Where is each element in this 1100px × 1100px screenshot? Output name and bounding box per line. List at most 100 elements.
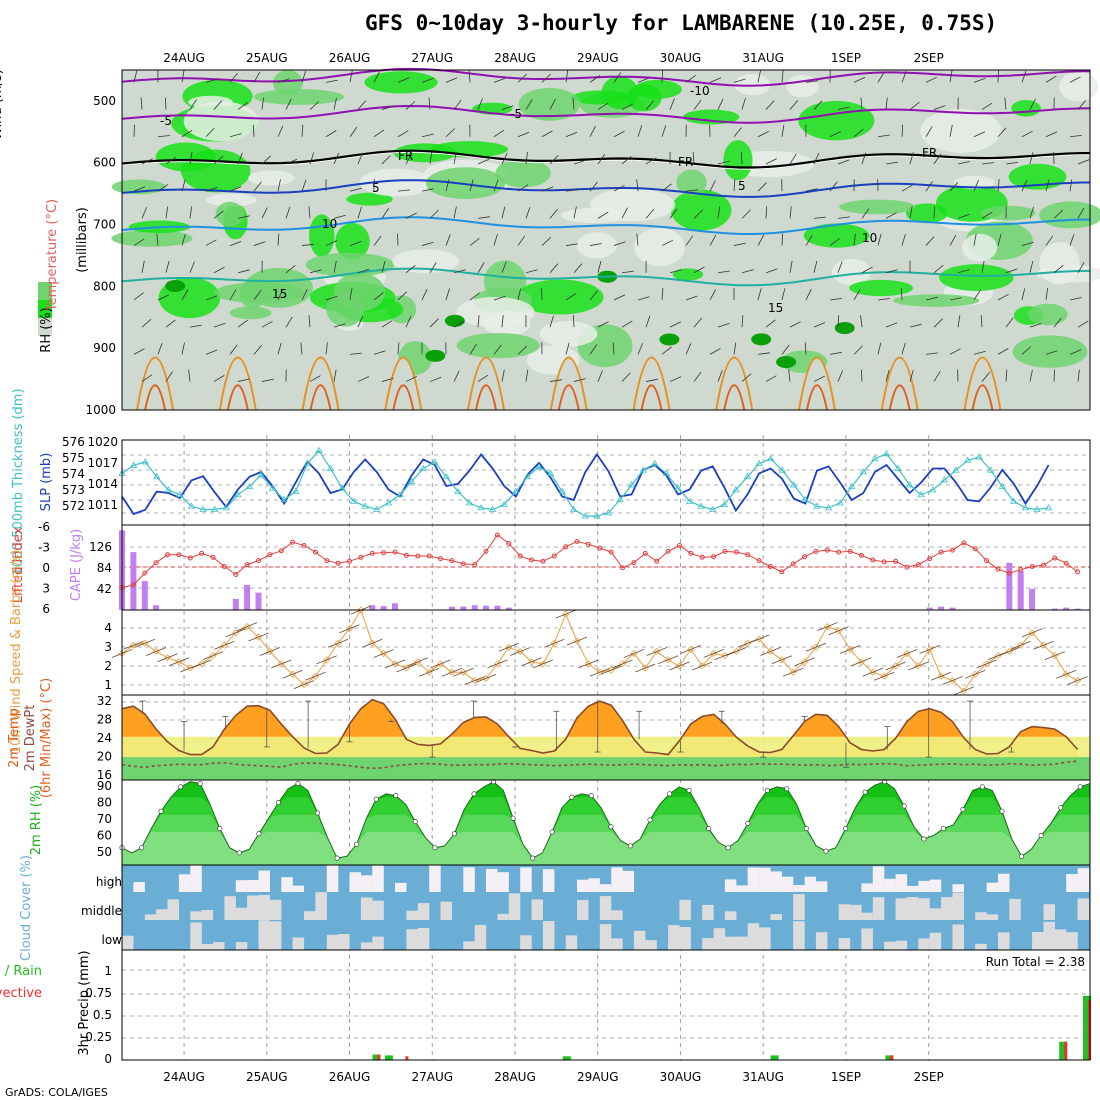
x-label-top: 28AUG (494, 51, 536, 65)
precip-convective-bar (405, 1056, 409, 1060)
wind-barb (765, 375, 777, 382)
wind-barb (925, 180, 934, 192)
wind-barb (397, 291, 408, 301)
thickness-point (824, 504, 833, 511)
cape-bar (392, 603, 398, 611)
rh-contour-blob (849, 279, 913, 297)
wind-barb (957, 315, 961, 328)
lifted-index-point (369, 550, 375, 556)
lifted-index-point (1029, 564, 1035, 569)
wind-barb (349, 126, 358, 137)
cloud-cover-bar (497, 913, 509, 920)
wind-barb (565, 189, 578, 192)
wind-barb (325, 342, 328, 355)
wind-barb (541, 73, 551, 83)
cloud-cover-bar (156, 909, 168, 920)
wind-barb (973, 350, 986, 355)
rh-point (549, 829, 555, 835)
cloud-cover-bar (520, 867, 532, 892)
lifted-index-point (517, 553, 523, 559)
isotherm-label: -5 (510, 107, 522, 121)
cloud-cover-bar (952, 924, 964, 950)
thickness-point (187, 502, 196, 509)
run-total-label: Run Total = 2.38 (986, 955, 1085, 969)
wind-barb (205, 78, 218, 83)
cape-bar (1051, 608, 1058, 610)
wind-barb (532, 659, 554, 669)
wind-barb (781, 344, 790, 355)
wind-barb (573, 315, 575, 328)
cape-bar (483, 605, 489, 610)
lifted-index-point (972, 546, 978, 552)
wind-barb (645, 208, 655, 219)
lifted-index-point (244, 562, 250, 568)
wind-barb (885, 322, 898, 328)
cloud-cover-bar (1066, 874, 1078, 892)
rh-point (784, 786, 790, 792)
lifted-index-point (858, 552, 864, 558)
wind-barb (997, 127, 1007, 138)
wind-barb (493, 129, 505, 138)
thickness-point (164, 486, 173, 493)
wind-barb (613, 72, 622, 83)
wind-barb (661, 287, 664, 300)
thickness-point (952, 466, 960, 473)
wind-barb (901, 233, 906, 246)
isotherm-line (121, 67, 1091, 87)
thickness-point (570, 505, 578, 512)
wind-barb (421, 78, 434, 83)
wind-barb (405, 153, 413, 165)
wind-barb (1069, 234, 1075, 246)
wind-barb (181, 70, 185, 83)
wind-barb (765, 158, 777, 165)
wind-barb (1069, 349, 1082, 355)
wind-barb (645, 100, 655, 110)
thickness-point (199, 505, 207, 512)
lifted-index-point (540, 558, 546, 564)
wind-barb (141, 260, 145, 273)
wind-barb (680, 645, 701, 654)
wind-barb (181, 233, 186, 246)
wind-barb (282, 669, 303, 679)
wind-barb (397, 77, 410, 83)
thickness-point (488, 505, 497, 512)
isotherm-line (549, 356, 588, 411)
cloud-cover-bar (144, 914, 157, 920)
rh-area-band (122, 832, 1090, 865)
cloud-cover-bar (463, 941, 475, 950)
cloud-cover-bar (793, 885, 805, 892)
cloud-cover-bar (520, 935, 532, 950)
dewpoint-line (121, 760, 1078, 770)
rh-legend-label: RH (%) (39, 307, 54, 352)
rh-point (960, 806, 966, 812)
thickness-point (292, 487, 300, 494)
wind-barb (301, 70, 307, 83)
x-label-top: 26AUG (329, 51, 371, 65)
wind-barb (477, 374, 489, 382)
wind-barb (726, 647, 747, 656)
wind-barb (597, 370, 603, 382)
wind-barb (909, 206, 913, 219)
cape-bar (130, 552, 137, 610)
cloud-cover-bar (759, 867, 771, 892)
wind-barb (165, 206, 169, 219)
isotherm-line (301, 356, 340, 411)
wind-barb (860, 315, 863, 328)
cape-bar (448, 606, 455, 610)
thickness-point (268, 484, 277, 491)
lifted-index-point (836, 549, 842, 555)
dewpoint-axis-label: 2m DewPt (23, 705, 38, 772)
y-tick-label-left: -3 (38, 541, 50, 555)
cloud-cover-bar (895, 874, 908, 892)
wind-barb (308, 206, 311, 219)
wind-barb (565, 243, 578, 246)
rh-contour-blob (670, 189, 732, 231)
cloud-cover-bar (611, 938, 623, 950)
wind-barb (981, 162, 994, 165)
cloud-cover-bar (611, 867, 623, 892)
thickness-point (245, 482, 254, 489)
wind-barb (277, 78, 290, 83)
cloud-cover-bar (906, 885, 919, 892)
thickness-point (465, 499, 474, 506)
lifted-index-point (802, 554, 808, 560)
